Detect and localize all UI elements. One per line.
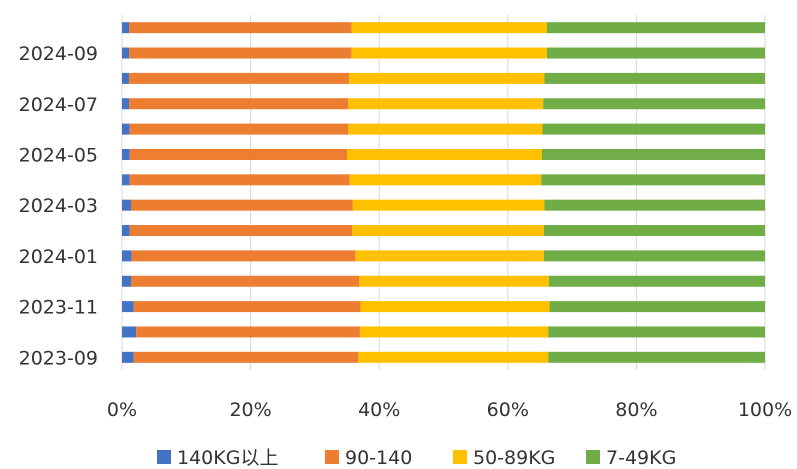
bar-2023-10-series-3 [548,326,765,338]
bar-2023-12-series-3 [548,275,765,287]
bar-2024-10-series-0 [122,22,130,34]
bar-2024-04-series-2 [349,174,542,186]
x-tick-label-2: 40% [358,399,400,421]
bar-2024-10-series-1 [129,22,352,34]
x-tick-label-5: 100% [738,399,792,421]
bar-2023-10-series-1 [136,326,360,338]
bar-2023-11-series-1 [133,301,361,313]
bar-2024-02-series-2 [352,225,544,237]
bar-2024-04-series-0 [122,174,130,186]
bar-2023-12-series-0 [122,275,132,287]
bar-2024-05-series-0 [122,148,130,160]
y-tick-label-1: 2023-11 [19,297,98,319]
bar-2024-10-series-3 [547,22,765,34]
bar-2024-02-series-3 [543,225,765,237]
bar-2024-06-series-3 [542,123,765,135]
bar-2024-07-series-2 [348,98,544,110]
legend-label-1: 90-140 [345,447,412,469]
bar-2023-09-series-3 [548,351,765,363]
bar-2024-03-series-2 [352,199,545,211]
legend-swatch-1 [325,450,339,464]
bar-2024-07-series-3 [543,98,765,110]
bar-2024-01-series-3 [543,250,765,262]
bar-2024-03-series-3 [544,199,765,211]
y-tick-label-0: 2023-09 [19,347,98,369]
bar-2024-06-series-2 [348,123,543,135]
bar-2024-09-series-3 [547,47,765,59]
x-tick-label-3: 60% [487,399,529,421]
bar-2023-11-series-0 [122,301,134,313]
bar-2024-08-series-1 [129,72,349,84]
bar-2024-05-series-2 [347,148,542,160]
legend-swatch-2 [453,450,467,464]
bar-2024-08-series-3 [544,72,765,84]
y-tick-label-2: 2024-01 [19,246,98,268]
bar-2024-04-series-3 [541,174,765,186]
bar-2023-09-series-1 [133,351,358,363]
bar-2023-11-series-3 [549,301,765,313]
bar-2023-10-series-2 [359,326,549,338]
bar-2023-11-series-2 [360,301,550,313]
bar-2024-06-series-1 [129,123,349,135]
y-tick-label-4: 2024-05 [19,144,98,166]
bar-2024-09-series-1 [129,47,352,59]
legend-label-3: 7-49KG [606,447,676,469]
y-tick-label-6: 2024-09 [19,43,98,65]
x-tick-label-0: 0% [107,399,137,421]
bar-2024-01-series-2 [355,250,544,262]
bar-2024-07-series-0 [122,98,130,110]
x-tick-label-4: 80% [615,399,657,421]
bar-2024-05-series-3 [541,148,765,160]
legend-swatch-3 [586,450,600,464]
bar-2024-09-series-2 [351,47,548,59]
bar-2024-07-series-1 [129,98,349,110]
legend-label-2: 50-89KG [473,447,555,469]
x-axis-tick-labels: 0% 20% 40% 60% 80% 100% [107,399,792,421]
legend: 140KG以上 90-140 50-89KG 7-49KG [157,447,676,469]
bar-2023-09-series-2 [357,351,549,363]
bar-2023-12-series-1 [131,275,360,287]
bar-2024-03-series-1 [131,199,353,211]
y-axis-tick-labels: 2023-09 2023-11 2024-01 2024-03 2024-05 2024-… [19,43,98,369]
bar-2023-10-series-0 [122,326,137,338]
x-tick-label-1: 20% [229,399,271,421]
bar-2024-06-series-0 [122,123,130,135]
bar-2024-02-series-1 [129,225,353,237]
bar-2024-08-series-0 [122,72,130,84]
y-tick-label-3: 2024-03 [19,195,98,217]
bar-2024-01-series-0 [122,250,132,262]
bar-2024-03-series-0 [122,199,132,211]
bar-2024-10-series-2 [351,22,548,34]
bar-2024-01-series-1 [131,250,356,262]
bar-2023-12-series-2 [359,275,549,287]
bar-2024-09-series-0 [122,47,130,59]
bar-2023-09-series-0 [122,351,134,363]
bars [122,22,765,363]
legend-label-0: 140KG以上 [177,447,278,469]
legend-swatch-0 [157,450,171,464]
bar-2024-02-series-0 [122,225,130,237]
bar-2024-08-series-2 [348,72,545,84]
gridlines [121,15,766,370]
bar-2024-05-series-1 [129,148,348,160]
y-tick-label-5: 2024-07 [19,94,98,116]
bar-2024-04-series-1 [129,174,350,186]
